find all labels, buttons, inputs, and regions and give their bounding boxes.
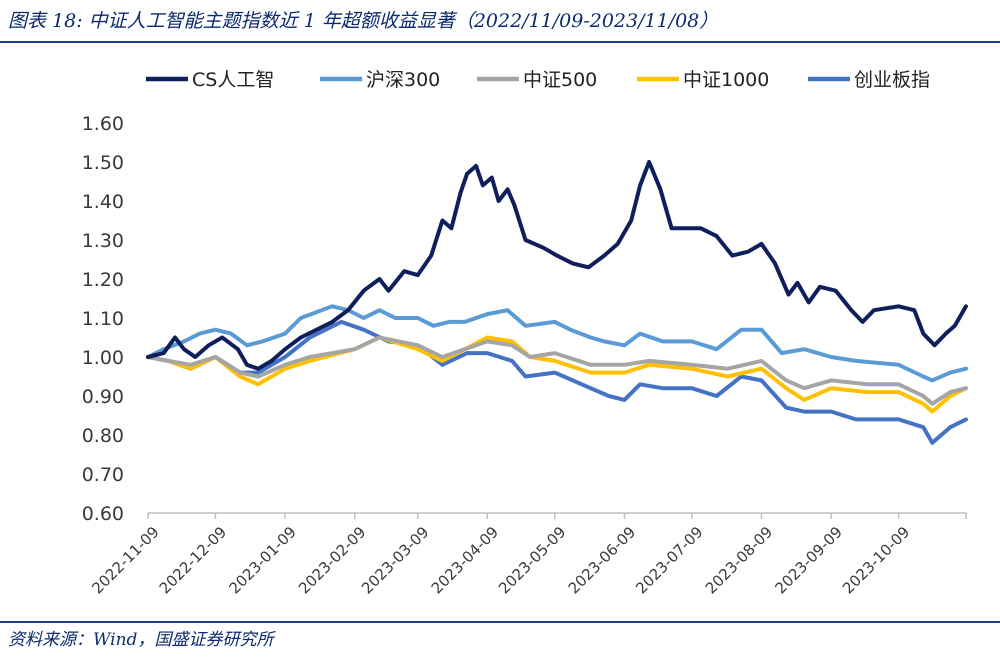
x-tick-label: 2023-10-09 [839,523,913,597]
y-tick-label: 1.00 [82,347,124,369]
y-tick-label: 1.40 [82,191,124,213]
y-tick-label: 0.80 [82,425,124,447]
x-tick-label: 2023-03-09 [358,523,432,597]
series-line-4 [146,319,968,445]
x-tick-label: 2023-05-09 [495,523,569,597]
x-tick-label: 2023-06-09 [565,523,639,597]
legend: CS人工智 沪深300 中证500 中证1000 创业板指 [146,69,930,91]
legend-label-2: 中证500 [523,69,597,91]
legend-label-0: CS人工智 [192,69,274,91]
figure-title: 图表 18: 中证人工智能主题指数近 1 年超额收益显著（2022/11/09-… [8,10,719,32]
x-tick-label: 2023-07-09 [632,523,706,597]
series-line-3 [146,335,968,414]
y-tick-label: 0.90 [82,386,124,408]
legend-label-4: 创业板指 [854,69,930,91]
legend-label-3: 中证1000 [683,69,769,91]
y-tick-label: 1.30 [82,230,124,252]
y-tick-label: 0.70 [82,464,124,486]
y-tick-label: 1.10 [82,308,124,330]
y-tick-label: 1.60 [82,113,124,135]
x-tick-label: 2022-12-09 [156,523,230,597]
y-axis-ticks: 0.60 0.70 0.80 0.90 1.00 1.10 1.20 1.30 1.40 1.50… [82,113,124,525]
series-line-1 [146,304,968,383]
legend-label-1: 沪深300 [366,69,440,91]
y-tick-label: 0.60 [82,503,124,525]
x-axis-ticks: 2022-11-092022-12-092023-01-092023-02-09… [88,513,967,597]
x-tick-label: 2023-01-09 [225,523,299,597]
y-tick-label: 1.50 [82,152,124,174]
x-tick-label: 2023-08-09 [702,523,776,597]
line-chart: CS人工智 沪深300 中证500 中证1000 创业板指 0.600.700.800.… [82,69,968,597]
footer-divider [0,621,1000,623]
series-layer [146,160,968,445]
y-tick-label: 1.20 [82,269,124,291]
x-tick-label: 2022-11-09 [88,523,162,597]
x-tick-label: 2023-04-09 [428,523,502,597]
title-divider [0,41,1000,43]
series-line-2 [146,335,968,406]
series-line-0 [146,160,968,371]
x-tick-label: 2023-09-09 [772,523,846,597]
source-note: 资料来源：Wind，国盛证券研究所 [8,630,274,650]
